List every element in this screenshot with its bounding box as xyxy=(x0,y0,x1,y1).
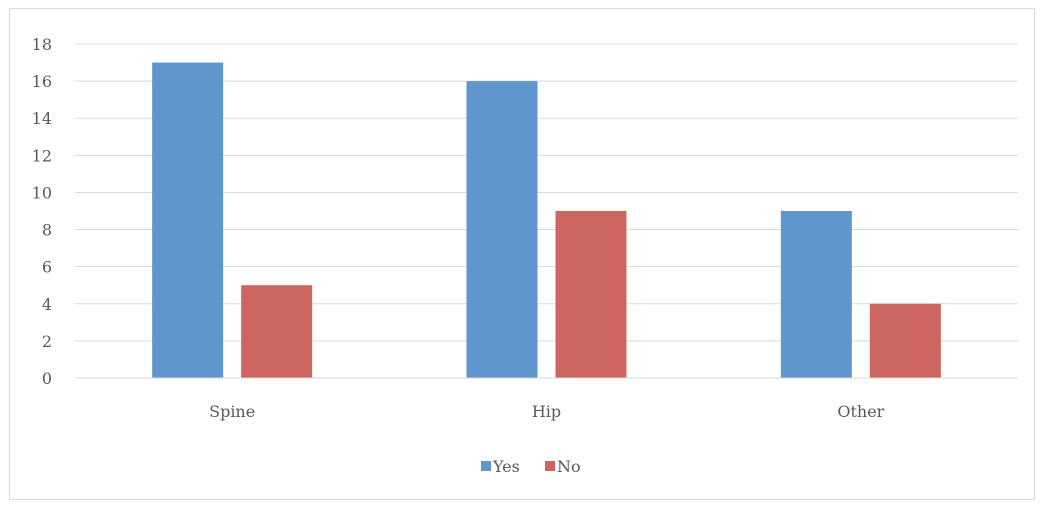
legend-swatch-no xyxy=(545,461,555,471)
y-axis-tick-labels: 0 2 4 6 8 10 12 14 16 18 xyxy=(32,35,52,388)
y-tick-label: 14 xyxy=(32,109,52,128)
legend-label-yes: Yes xyxy=(492,457,520,476)
y-tick-label: 10 xyxy=(32,183,52,202)
y-tick-label: 12 xyxy=(32,146,52,165)
y-tick-label: 0 xyxy=(42,369,52,388)
y-tick-label: 18 xyxy=(32,35,52,54)
y-tick-label: 4 xyxy=(42,295,52,314)
y-tick-label: 16 xyxy=(32,72,52,91)
bar-yes-spine xyxy=(152,62,224,379)
legend-label-no: No xyxy=(557,457,581,476)
legend: Yes No xyxy=(481,457,581,476)
bar-yes-hip xyxy=(466,81,538,378)
x-axis-tick-labels: Spine Hip Other xyxy=(209,402,885,421)
legend-swatch-yes xyxy=(481,461,491,471)
x-tick-label-hip: Hip xyxy=(532,402,561,421)
y-tick-label: 2 xyxy=(42,332,52,351)
bar-yes-other xyxy=(780,211,852,378)
x-tick-label-spine: Spine xyxy=(209,402,255,421)
bar-no-spine xyxy=(241,285,313,378)
y-tick-label: 6 xyxy=(42,258,52,277)
gridlines xyxy=(75,43,1018,342)
x-tick-label-other: Other xyxy=(837,402,884,421)
bar-no-hip xyxy=(555,211,627,378)
y-tick-label: 8 xyxy=(42,221,52,240)
bar-no-other xyxy=(869,303,941,378)
bars xyxy=(152,62,941,379)
